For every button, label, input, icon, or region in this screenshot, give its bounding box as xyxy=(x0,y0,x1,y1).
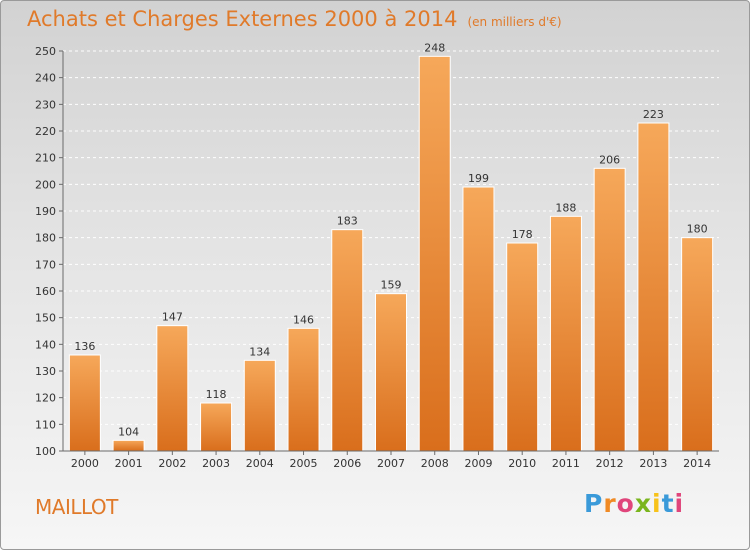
y-tick-label: 220 xyxy=(35,125,56,138)
bar xyxy=(637,122,670,452)
x-tick-label: 2004 xyxy=(246,457,274,470)
data-label: 104 xyxy=(118,425,139,438)
bar xyxy=(287,327,320,452)
axis-layer: 100 110 120 130 140 150 160 170 180 190 200 210 220 2… xyxy=(35,45,719,470)
data-label: 178 xyxy=(512,228,533,241)
bar-layer xyxy=(68,55,714,452)
y-tick-label: 200 xyxy=(35,178,56,191)
y-tick-label: 120 xyxy=(35,392,56,405)
logo-letter: o xyxy=(616,489,635,518)
data-label: 118 xyxy=(206,388,227,401)
x-tick-label: 2014 xyxy=(683,457,711,470)
bar xyxy=(506,242,539,452)
logo-letter: t xyxy=(661,489,675,518)
data-label: 248 xyxy=(424,41,445,54)
bar xyxy=(243,359,276,452)
x-tick-label: 2000 xyxy=(71,457,99,470)
y-tick-label: 190 xyxy=(35,205,56,218)
bar xyxy=(549,215,582,452)
y-tick-label: 130 xyxy=(35,365,56,378)
data-label: 146 xyxy=(293,313,314,326)
bar xyxy=(462,186,495,452)
y-tick-label: 150 xyxy=(35,312,56,325)
bar xyxy=(68,354,101,452)
x-tick-label: 2008 xyxy=(421,457,449,470)
logo-letter: i xyxy=(674,489,685,518)
logo-letter: x xyxy=(634,489,652,518)
x-tick-label: 2009 xyxy=(464,457,492,470)
chart-title-text: Achats et Charges Externes 2000 à 2014 xyxy=(27,7,458,31)
bar xyxy=(681,237,714,452)
logo-letter: i xyxy=(652,489,662,518)
y-tick-label: 250 xyxy=(35,45,56,58)
data-label: 134 xyxy=(249,345,270,358)
x-tick-label: 2011 xyxy=(552,457,580,470)
x-tick-label: 2012 xyxy=(596,457,624,470)
y-tick-label: 240 xyxy=(35,72,56,85)
chart-title: Achats et Charges Externes 2000 à 2014 (e… xyxy=(27,7,562,31)
bar xyxy=(156,325,189,452)
y-tick-label: 170 xyxy=(35,258,56,271)
y-tick-label: 160 xyxy=(35,285,56,298)
x-tick-label: 2013 xyxy=(639,457,667,470)
data-label: 199 xyxy=(468,172,489,185)
data-label: 136 xyxy=(74,340,95,353)
y-tick-label: 140 xyxy=(35,338,56,351)
bar xyxy=(200,402,233,452)
y-tick-label: 110 xyxy=(35,418,56,431)
data-label: 188 xyxy=(555,201,576,214)
x-tick-label: 2003 xyxy=(202,457,230,470)
data-label: 147 xyxy=(162,311,183,324)
label-layer: 136 104 147 118 134 146 183 159 248 199 178 188 206 2… xyxy=(74,41,707,438)
logo-letter: P xyxy=(584,489,604,518)
data-label: 180 xyxy=(687,223,708,236)
bar xyxy=(418,55,451,452)
y-tick-label: 210 xyxy=(35,152,56,165)
proxiti-logo: Proxiti xyxy=(584,489,684,518)
data-label: 183 xyxy=(337,215,358,228)
bar xyxy=(112,439,145,452)
commune-name: MAILLOT xyxy=(35,495,118,519)
y-tick-label: 100 xyxy=(35,445,56,458)
x-tick-label: 2005 xyxy=(290,457,318,470)
data-label: 206 xyxy=(599,153,620,166)
data-label: 223 xyxy=(643,108,664,121)
bar xyxy=(593,167,626,452)
logo-letter: r xyxy=(603,489,617,518)
y-tick-label: 180 xyxy=(35,232,56,245)
bar xyxy=(331,229,364,452)
x-tick-label: 2010 xyxy=(508,457,536,470)
y-tick-label: 230 xyxy=(35,98,56,111)
chart-unit: (en milliers d'€) xyxy=(467,15,562,29)
x-tick-label: 2002 xyxy=(158,457,186,470)
data-label: 159 xyxy=(381,279,402,292)
bar xyxy=(375,293,407,452)
x-tick-label: 2001 xyxy=(115,457,143,470)
x-tick-label: 2007 xyxy=(377,457,405,470)
x-tick-label: 2006 xyxy=(333,457,361,470)
